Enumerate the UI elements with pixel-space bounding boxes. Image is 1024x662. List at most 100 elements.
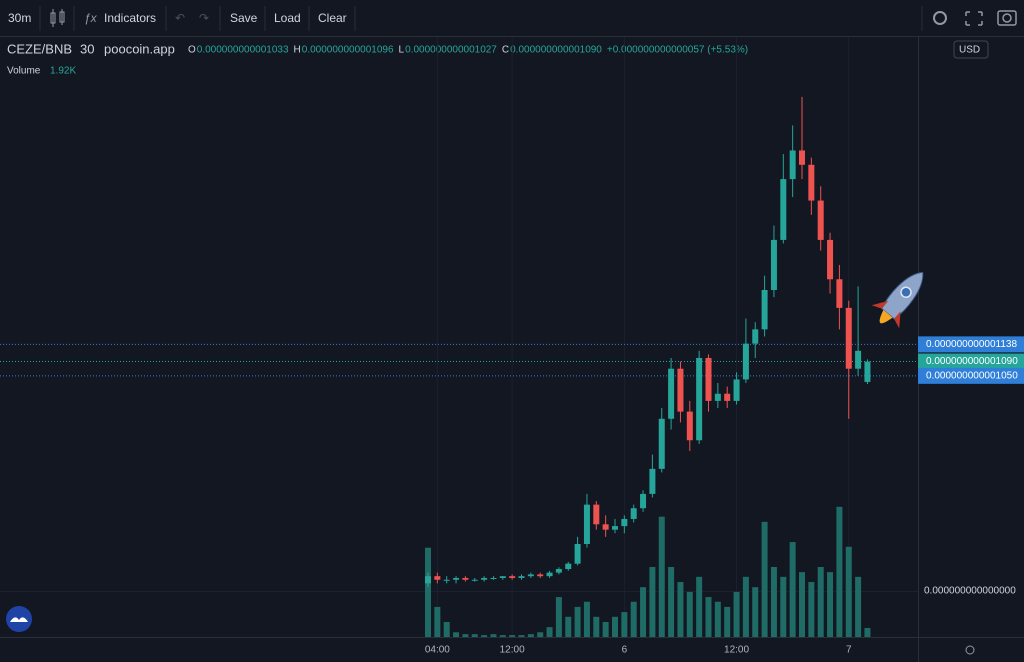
candle-body xyxy=(453,577,460,580)
toolbar: 30m ƒx Indicators ↶ ↷ Save Load Clear xyxy=(0,6,1024,37)
volume-bar xyxy=(425,547,431,637)
currency[interactable]: USD xyxy=(959,45,980,56)
legend-value: 0.000000000001090 xyxy=(510,45,602,56)
load-button[interactable]: Load xyxy=(274,11,301,25)
candle-body xyxy=(724,393,731,401)
fullscreen-button[interactable] xyxy=(965,11,983,26)
volume-label: Volume xyxy=(7,66,41,77)
volume-bar xyxy=(509,635,516,637)
candle-body xyxy=(761,289,768,330)
candle-body xyxy=(705,357,712,401)
volume-bar xyxy=(612,616,618,637)
candle-body xyxy=(696,357,703,441)
volume-bar xyxy=(808,582,815,637)
candle-body xyxy=(817,200,824,240)
volume-bar xyxy=(471,634,478,637)
price-label: 0.000000000001138 xyxy=(926,339,1017,350)
candle-body xyxy=(855,350,862,369)
candle-body xyxy=(583,504,590,544)
x-tick-label: 12:00 xyxy=(724,645,749,656)
clear-button[interactable]: Clear xyxy=(318,11,347,25)
rocket-icon xyxy=(871,271,924,329)
volume-bar xyxy=(481,635,488,637)
candle-body xyxy=(518,576,525,578)
volume-bar xyxy=(789,542,796,637)
volume-bar xyxy=(696,576,703,637)
candle-body xyxy=(565,563,572,570)
candle-body xyxy=(509,576,516,578)
candle-body xyxy=(537,574,544,577)
fx-icon: ƒx xyxy=(84,11,98,25)
candle-body xyxy=(602,524,609,530)
volume-bar xyxy=(733,591,740,637)
volume-bar xyxy=(714,601,721,637)
settings-button[interactable] xyxy=(933,11,947,25)
candle-body xyxy=(434,576,441,580)
volume-bar xyxy=(518,635,525,637)
volume-bar xyxy=(836,506,843,637)
chart-type-icon[interactable] xyxy=(50,9,65,27)
candle-body xyxy=(490,577,497,579)
legend-change: +0.000000000000057 (+5.53%) xyxy=(607,45,748,56)
currency-button[interactable] xyxy=(953,40,989,59)
save-button[interactable]: Save xyxy=(230,11,258,25)
legend-key: O xyxy=(188,45,196,56)
volume-bar xyxy=(864,627,871,637)
candle-body xyxy=(640,493,647,509)
candle-body xyxy=(621,518,628,527)
candle-body xyxy=(593,504,600,525)
volume-bar xyxy=(453,632,460,637)
volume-bar xyxy=(527,634,534,637)
volume-bar xyxy=(855,576,862,637)
price-label-bg xyxy=(918,336,1024,353)
volume-bar xyxy=(443,621,450,637)
volume-bar xyxy=(434,606,441,637)
volume-value: 1.92K xyxy=(50,66,76,77)
volume-bar xyxy=(565,616,572,637)
interval: 30 xyxy=(80,41,94,56)
snapshot-button[interactable] xyxy=(997,10,1017,26)
volume-bar xyxy=(602,621,609,637)
candle-body xyxy=(630,508,637,519)
legend-value: 0.000000000001027 xyxy=(405,45,497,56)
x-tick-label: 04:00 xyxy=(425,645,450,656)
volume-bar xyxy=(583,601,590,637)
price-label-bg xyxy=(918,367,1024,384)
indicators-button[interactable]: Indicators xyxy=(104,11,156,25)
candle-body xyxy=(686,411,693,441)
volume-bar xyxy=(574,606,581,637)
candle-body xyxy=(770,239,777,290)
legend-key: L xyxy=(399,45,405,56)
volume-bar xyxy=(621,612,628,637)
candle-body xyxy=(789,150,796,180)
candle-body xyxy=(527,574,534,577)
x-tick-label: 6 xyxy=(622,645,628,656)
symbol: CEZE/BNB xyxy=(7,41,72,56)
volume-bar xyxy=(668,566,675,637)
volume-bar xyxy=(770,566,777,637)
price-label-bg xyxy=(918,353,1024,370)
x-tick-label: 7 xyxy=(846,645,852,656)
redo-button[interactable]: ↷ xyxy=(199,11,209,25)
volume-bar xyxy=(817,566,824,637)
volume-bar xyxy=(827,572,834,637)
legend: CEZE/BNB 30 poocoin.app Volume 1.92K O 0.… xyxy=(7,41,748,76)
volume-bar xyxy=(593,616,600,637)
volume-bar xyxy=(780,576,787,637)
volume-bar xyxy=(640,587,647,637)
volume-bar xyxy=(649,566,656,637)
candle-body xyxy=(836,279,843,308)
price-label: 0.000000000001090 xyxy=(926,356,1018,367)
candle-body xyxy=(780,179,787,240)
interval-button[interactable]: 30m xyxy=(8,11,31,25)
candle-body xyxy=(462,577,469,580)
legend-value: 0.000000000001033 xyxy=(197,45,289,56)
axis-settings-button[interactable] xyxy=(965,645,975,655)
undo-button[interactable]: ↶ xyxy=(175,11,185,25)
volume-bar xyxy=(658,516,665,637)
candle-body xyxy=(714,393,721,401)
candle-body xyxy=(443,579,450,581)
legend-key: C xyxy=(502,45,509,56)
volume-bar xyxy=(705,597,712,637)
source: poocoin.app xyxy=(104,41,175,56)
